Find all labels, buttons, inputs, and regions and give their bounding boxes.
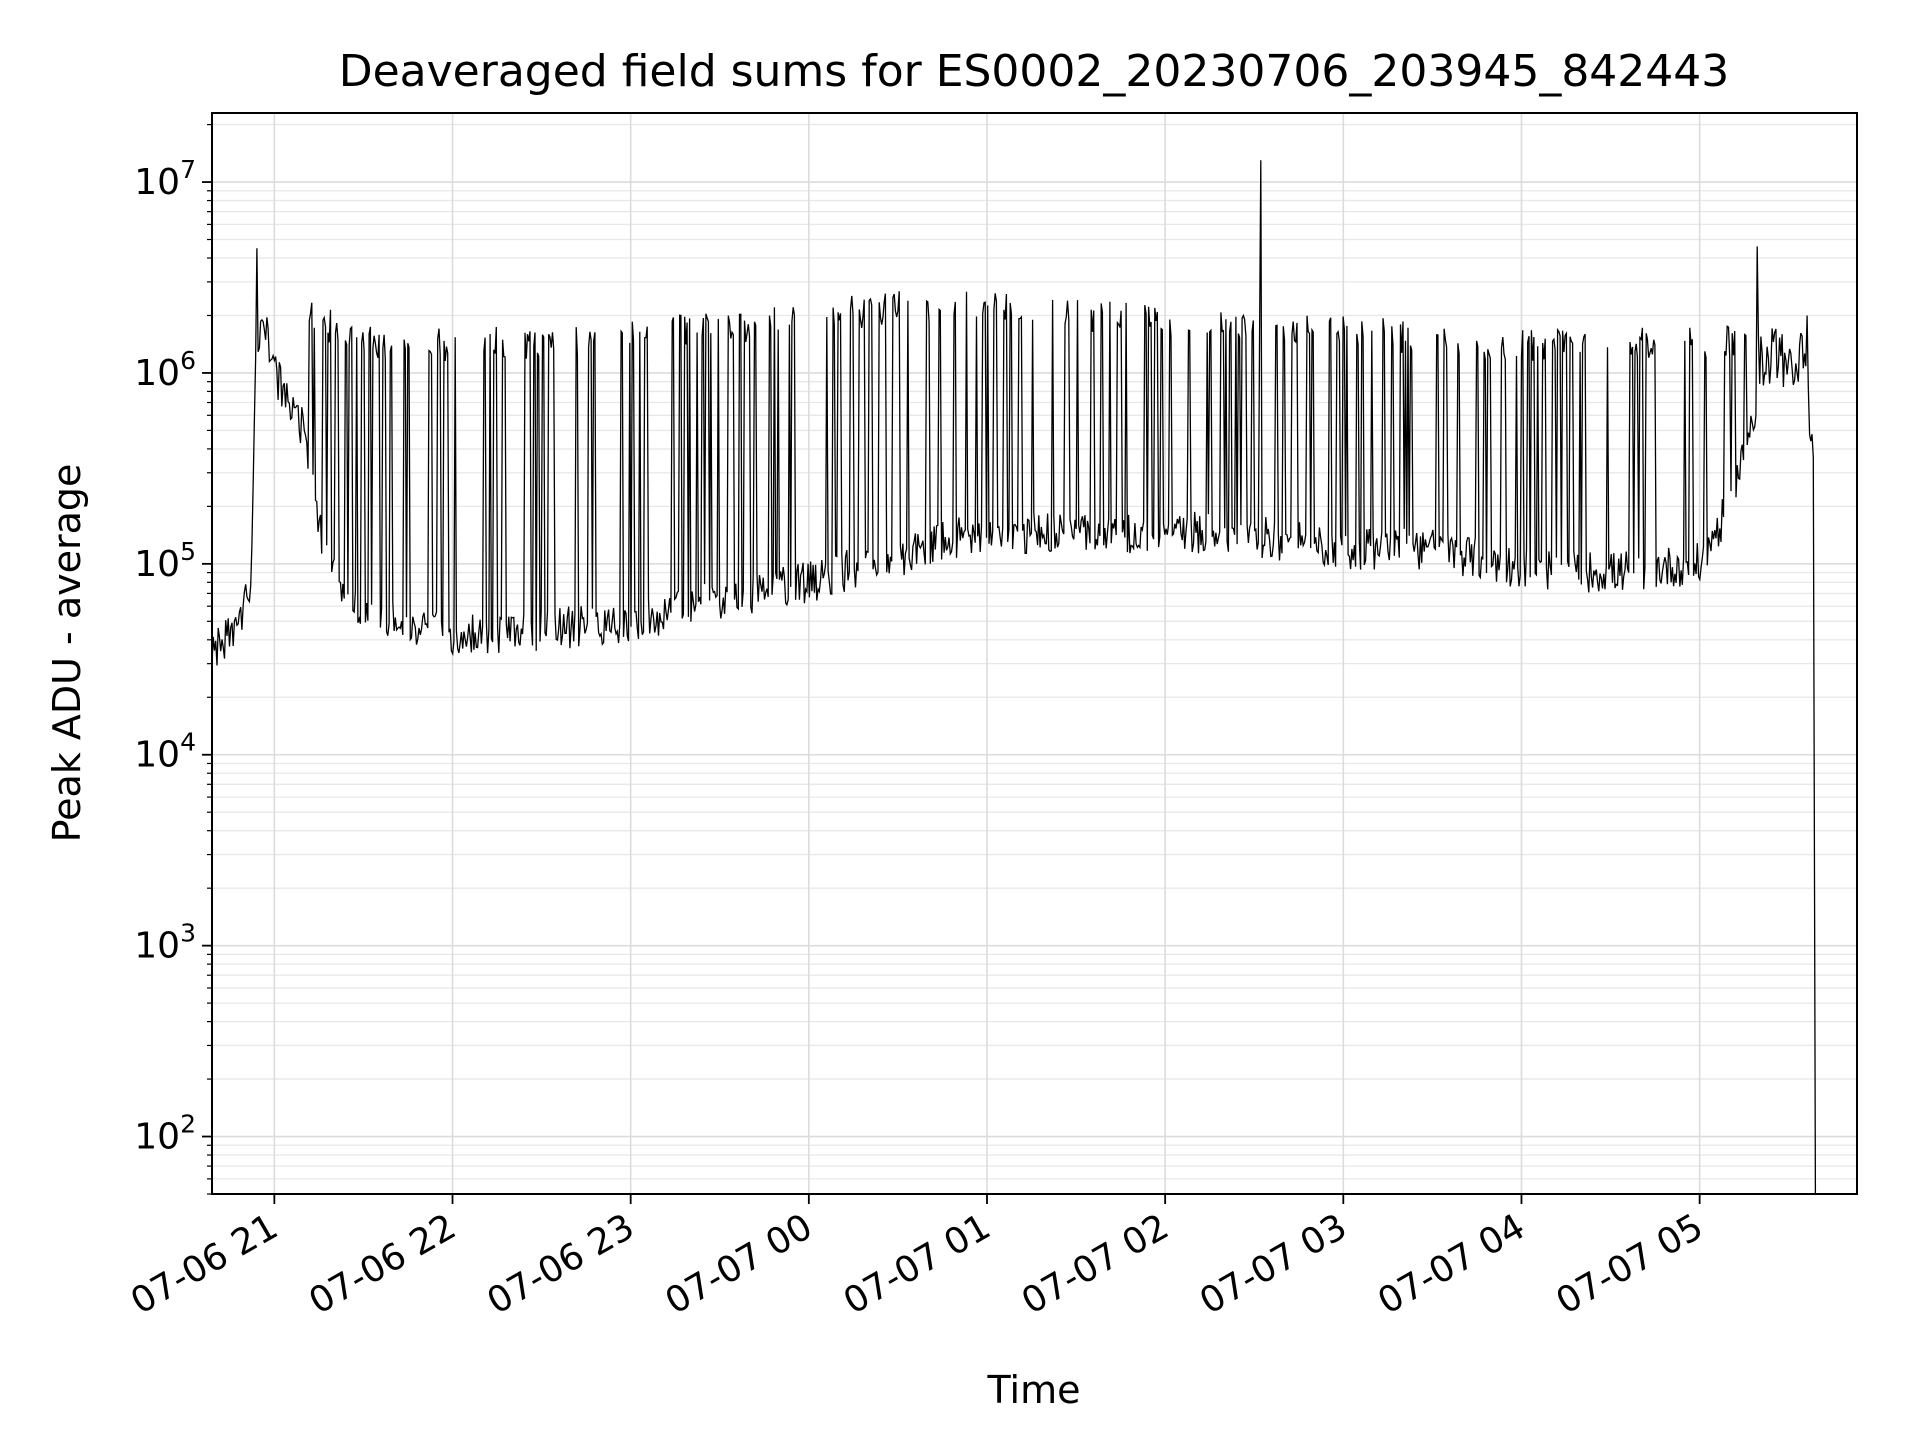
y-tick-label: 102 [134,1110,196,1158]
series-line [211,160,1817,1195]
y-tick-label: 107 [134,155,196,203]
y-tick-label: 105 [134,537,196,585]
y-tick-label: 104 [134,728,196,776]
chart-title: Deaveraged field sums for ES0002_2023070… [339,46,1730,97]
y-tick-label: 103 [134,919,196,967]
y-axis-label: Peak ADU - average [45,464,89,843]
x-axis-label: Time [987,1368,1081,1412]
plot-frame [211,112,1858,1195]
y-tick-label: 106 [134,346,196,394]
